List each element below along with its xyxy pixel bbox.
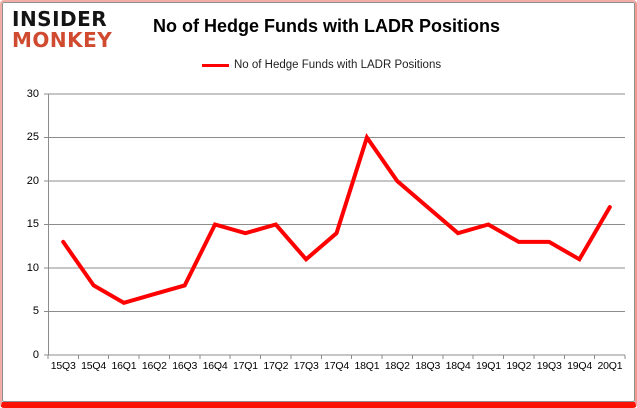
x-axis-tick-label: 19Q3	[536, 360, 562, 372]
x-axis-tick-label: 18Q4	[445, 360, 471, 372]
x-axis-tick-label: 18Q1	[354, 360, 380, 372]
x-axis-tick-label: 15Q3	[50, 360, 76, 372]
x-axis-tick-label: 16Q4	[202, 360, 228, 372]
x-axis-tick-label: 17Q2	[263, 360, 289, 372]
y-axis-tick-label: 30	[26, 87, 39, 100]
y-axis-tick-label: 25	[26, 131, 39, 143]
y-axis-labels: 0 5 10 15 20 25 30	[3, 88, 43, 360]
legend-line-swatch	[202, 63, 229, 67]
x-axis-tick-label: 17Q3	[293, 360, 319, 372]
x-axis-tick-label: 16Q1	[111, 360, 137, 372]
y-axis-tick-label: 5	[32, 305, 39, 317]
y-axis-tick-label: 0	[32, 348, 39, 361]
x-axis-tick-label: 20Q1	[597, 360, 623, 372]
chart-title: No of Hedge Funds with LADR Positions	[153, 16, 500, 36]
x-axis-tick-label: 17Q1	[232, 360, 258, 372]
y-axis-tick-label: 15	[26, 218, 39, 230]
logo-monkey-text: MONKEY	[12, 27, 113, 52]
legend: No of Hedge Funds with LADR Positions	[202, 59, 441, 71]
x-axis-tick-label: 18Q3	[415, 360, 441, 372]
logo-insider-text: INSIDER	[12, 7, 108, 31]
x-axis-tick-label: 16Q3	[172, 360, 198, 372]
x-axis-tick-label: 19Q2	[506, 360, 532, 372]
x-axis-tick-label: 18Q2	[384, 360, 410, 372]
x-axis-tick-label: 16Q2	[141, 360, 167, 372]
x-axis-tick-label: 19Q1	[475, 360, 501, 372]
x-axis-tick-label: 15Q4	[81, 360, 106, 372]
legend-label: No of Hedge Funds with LADR Positions	[234, 59, 442, 71]
insider-monkey-logo: INSIDER MONKEY	[12, 7, 113, 52]
x-axis-tick-label: 19Q4	[567, 360, 592, 372]
y-axis-tick-label: 20	[26, 174, 39, 187]
x-axis-tick-label: 17Q4	[324, 360, 349, 372]
y-axis-tick-label: 10	[26, 261, 39, 274]
x-axis-labels: 15Q3 15Q4 16Q1 16Q2 16Q3 16Q4 17Q1 17Q2 17Q3 17Q4…	[48, 360, 625, 372]
line-chart-plot	[44, 93, 626, 359]
series-line	[61, 133, 612, 305]
panel-border: INSIDER MONKEY No of Hedge Funds with LA…	[2, 2, 635, 402]
